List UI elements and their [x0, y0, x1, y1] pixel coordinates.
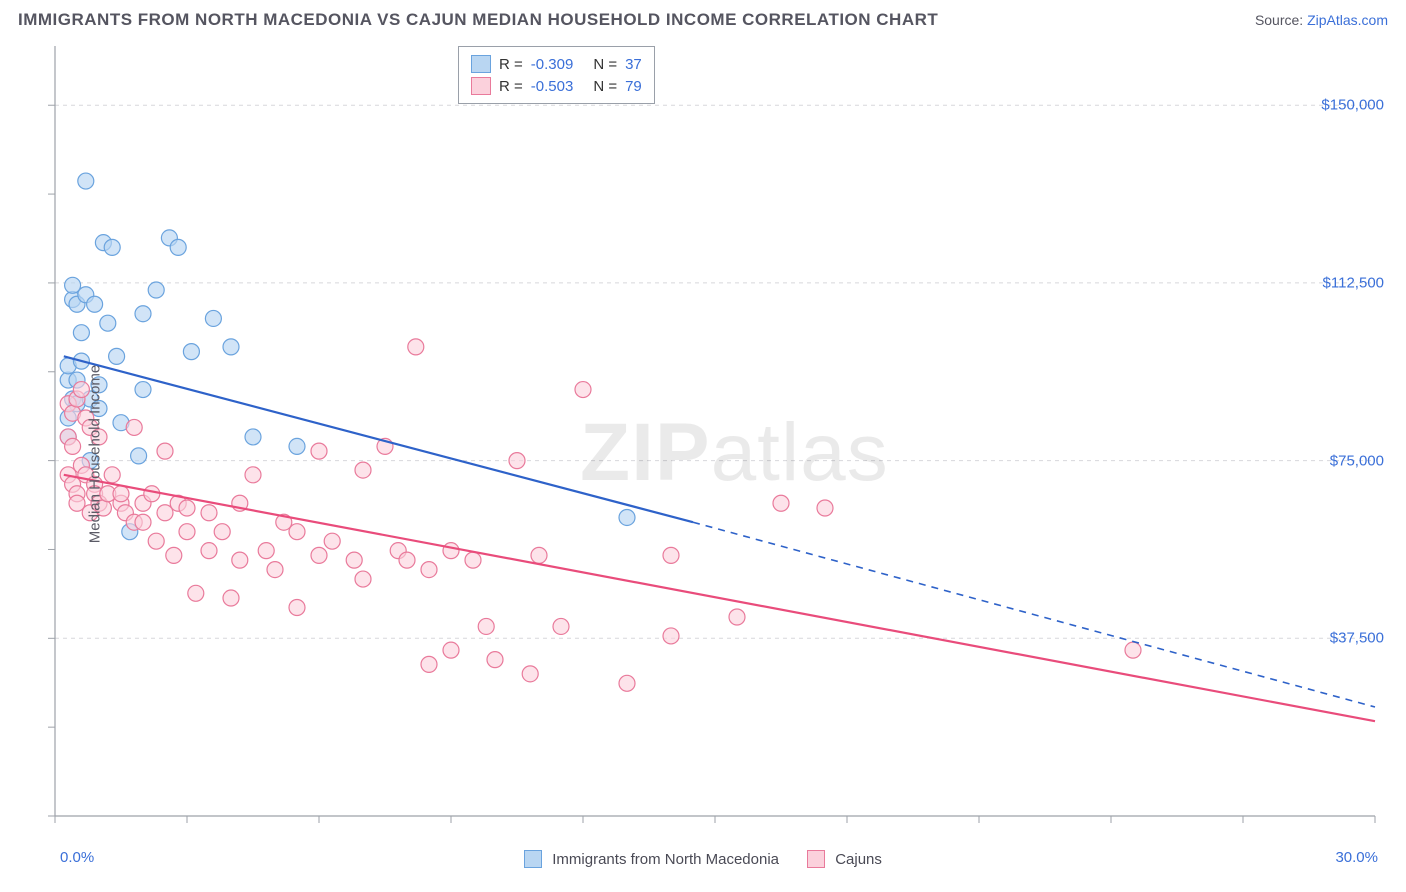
correlation-legend-box: R = -0.309 N = 37 R = -0.503 N = 79: [458, 46, 655, 104]
legend-item: Cajuns: [807, 850, 882, 868]
stat-row: R = -0.309 N = 37: [471, 53, 642, 75]
y-axis-label: Median Household Income: [87, 365, 104, 543]
swatch-pink: [807, 850, 825, 868]
bottom-legend: Immigrants from North Macedonia Cajuns: [0, 850, 1406, 868]
source-link[interactable]: ZipAtlas.com: [1307, 12, 1388, 28]
stat-row: R = -0.503 N = 79: [471, 75, 642, 97]
swatch-blue: [524, 850, 542, 868]
scatter-plot: [0, 36, 1406, 846]
y-tick-label: $112,500: [1323, 274, 1384, 291]
source-label: Source: ZipAtlas.com: [1255, 12, 1388, 28]
legend-item: Immigrants from North Macedonia: [524, 850, 779, 868]
swatch-pink: [471, 77, 491, 95]
y-tick-label: $150,000: [1321, 97, 1384, 114]
chart-title: IMMIGRANTS FROM NORTH MACEDONIA VS CAJUN…: [18, 10, 938, 30]
y-tick-label: $75,000: [1330, 452, 1384, 469]
swatch-blue: [471, 55, 491, 73]
chart-area: Median Household Income $37,500 $75,000 $1…: [0, 36, 1406, 872]
y-tick-label: $37,500: [1330, 630, 1384, 647]
header: IMMIGRANTS FROM NORTH MACEDONIA VS CAJUN…: [0, 0, 1406, 36]
